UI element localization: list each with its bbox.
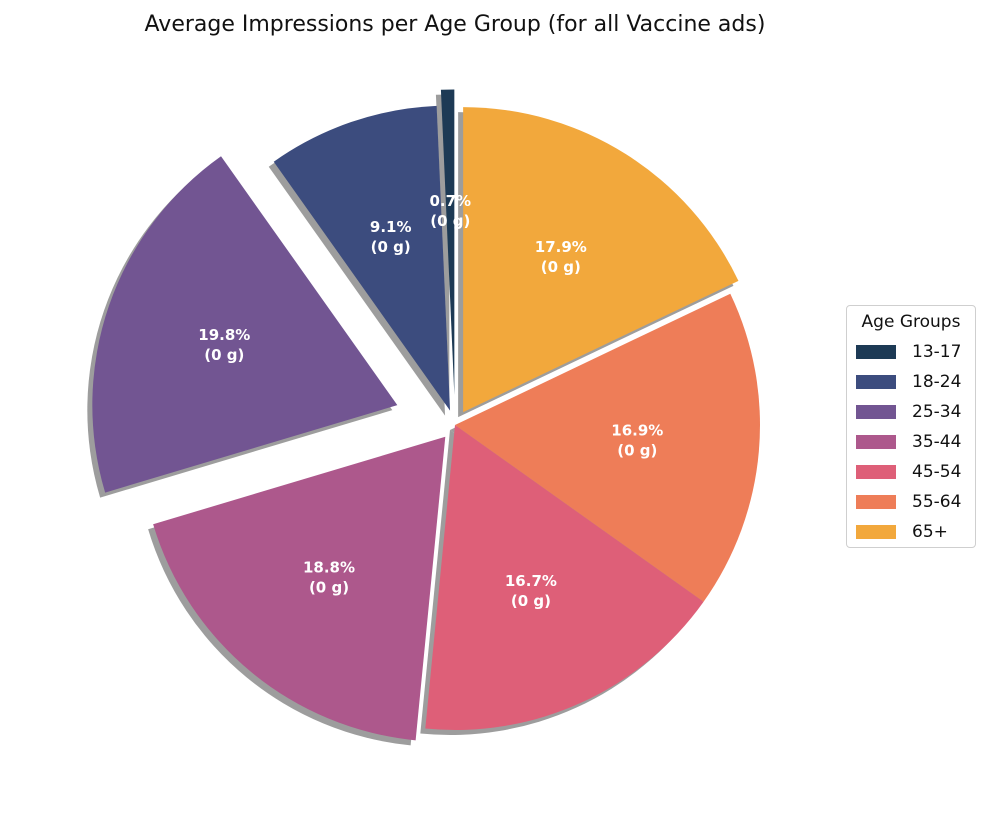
legend-item-25-34: 25-34 — [855, 397, 967, 427]
legend-swatch — [856, 495, 896, 509]
legend-swatch — [856, 465, 896, 479]
slice-label-25-34-percent: 19.8% — [198, 326, 250, 344]
legend-label: 25-34 — [912, 402, 962, 422]
legend-item-13-17: 13-17 — [855, 337, 967, 367]
pie-slice-35-44 — [153, 436, 446, 741]
slice-label-13-17-value: (0 g) — [430, 212, 470, 230]
slice-label-25-34-value: (0 g) — [204, 346, 244, 364]
legend-swatch — [856, 375, 896, 389]
slice-label-65+-percent: 17.9% — [535, 238, 587, 256]
legend-item-18-24: 18-24 — [855, 367, 967, 397]
legend-swatch — [856, 525, 896, 539]
slice-label-45-54-value: (0 g) — [511, 592, 551, 610]
legend-label: 13-17 — [912, 342, 962, 362]
pie-slice-13-17 — [440, 89, 455, 395]
legend-item-35-44: 35-44 — [855, 427, 967, 457]
pie-slice-25-34 — [92, 156, 398, 493]
slice-label-18-24-percent: 9.1% — [370, 218, 412, 236]
pie-slice-45-54 — [425, 425, 704, 730]
legend-label: 45-54 — [912, 462, 962, 482]
slice-label-65+-value: (0 g) — [541, 258, 581, 276]
slice-label-35-44-percent: 18.8% — [303, 559, 355, 577]
slice-label-35-44-value: (0 g) — [309, 579, 349, 597]
pie-slice-18-24 — [273, 105, 451, 411]
pie-slice-55-64 — [455, 293, 760, 602]
pie-slices — [92, 89, 760, 741]
legend-label: 65+ — [912, 522, 948, 542]
legend-item-65+: 65+ — [855, 517, 967, 547]
legend-swatch — [856, 345, 896, 359]
legend-label: 55-64 — [912, 492, 962, 512]
slice-label-13-17-percent: 0.7% — [429, 192, 471, 210]
slice-label-18-24-value: (0 g) — [371, 238, 411, 256]
slice-label-55-64-value: (0 g) — [617, 441, 657, 459]
legend: Age Groups 13-17 18-24 25-34 35-44 45-54 55-6… — [846, 305, 976, 548]
legend-swatch — [856, 435, 896, 449]
slice-label-55-64-percent: 16.9% — [611, 421, 663, 439]
slice-labels: 0.7% (0 g) 9.1% (0 g) 19.8% (0 g) 18.8% (0 g) 16… — [198, 192, 663, 610]
legend-swatch — [856, 405, 896, 419]
legend-label: 18-24 — [912, 372, 962, 392]
legend-item-45-54: 45-54 — [855, 457, 967, 487]
legend-items: 13-17 18-24 25-34 35-44 45-54 55-64 65+ — [855, 337, 967, 547]
chart-title: Average Impressions per Age Group (for a… — [144, 12, 766, 37]
pie-slice-65+ — [463, 107, 739, 413]
legend-label: 35-44 — [912, 432, 962, 452]
legend-title: Age Groups — [861, 312, 961, 332]
pie-chart: 0.7% (0 g) 9.1% (0 g) 19.8% (0 g) 18.8% (0 g) 16… — [87, 89, 760, 746]
slice-label-45-54-percent: 16.7% — [505, 572, 557, 590]
legend-item-55-64: 55-64 — [855, 487, 967, 517]
